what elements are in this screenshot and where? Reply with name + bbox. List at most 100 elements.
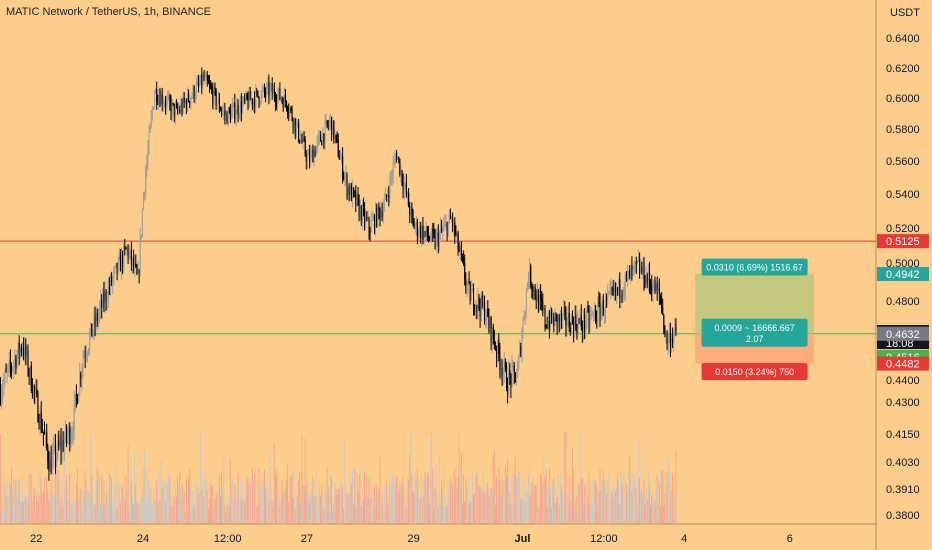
candle-body bbox=[170, 102, 172, 114]
volume-bar bbox=[242, 483, 243, 523]
candle-body bbox=[95, 313, 97, 325]
candle-body bbox=[555, 313, 557, 315]
candle-body bbox=[222, 110, 224, 112]
volume-bar bbox=[26, 496, 28, 523]
volume-bar bbox=[452, 483, 453, 523]
volume-bar bbox=[44, 476, 45, 523]
volume-bar bbox=[358, 473, 360, 523]
candle-body bbox=[503, 362, 505, 372]
volume-bar bbox=[671, 483, 672, 523]
volume-bar bbox=[658, 483, 660, 523]
volume-bar bbox=[345, 484, 347, 523]
volume-bar bbox=[163, 483, 165, 523]
volume-bar bbox=[302, 485, 304, 523]
volume-bar bbox=[497, 497, 499, 523]
candle-body bbox=[63, 440, 65, 451]
volume-bar bbox=[413, 492, 415, 523]
volume-bar bbox=[541, 475, 543, 523]
volume-bar bbox=[652, 491, 654, 523]
candle-body bbox=[167, 98, 169, 100]
candle-body bbox=[303, 137, 305, 141]
volume-bar bbox=[20, 502, 22, 523]
volume-bar bbox=[182, 486, 184, 523]
volume-bar bbox=[530, 494, 532, 523]
volume-bar bbox=[540, 473, 541, 523]
volume-bar bbox=[564, 431, 566, 523]
candle-body bbox=[330, 117, 332, 122]
candle-body bbox=[292, 119, 294, 128]
candle-body bbox=[45, 432, 47, 435]
volume-bar bbox=[176, 496, 177, 523]
candle-body bbox=[528, 280, 530, 285]
candle-body bbox=[46, 432, 48, 447]
volume-bar bbox=[392, 469, 394, 523]
volume-bar bbox=[220, 497, 221, 523]
candle-body bbox=[283, 94, 285, 109]
candle-body bbox=[190, 98, 192, 104]
volume-bar bbox=[376, 484, 378, 523]
volume-bar bbox=[180, 502, 182, 523]
volume-bar bbox=[672, 473, 673, 523]
candle-body bbox=[228, 108, 230, 112]
candle-body bbox=[99, 307, 101, 315]
volume-bar bbox=[68, 497, 70, 523]
volume-bar bbox=[174, 486, 176, 523]
volume-bar bbox=[441, 480, 442, 523]
candle-body bbox=[150, 116, 152, 125]
candle-body bbox=[201, 75, 203, 87]
volume-bar bbox=[69, 473, 71, 523]
volume-bar bbox=[403, 500, 405, 523]
volume-bar bbox=[401, 485, 403, 523]
volume-bar bbox=[460, 452, 462, 523]
volume-bar bbox=[503, 480, 505, 523]
candle-body bbox=[27, 351, 29, 373]
candle-body bbox=[569, 327, 571, 333]
y-tick-label: 0.5400 bbox=[886, 189, 920, 201]
volume-bar bbox=[636, 504, 638, 523]
candle-body bbox=[379, 209, 381, 218]
volume-bar bbox=[64, 483, 66, 523]
volume-bar bbox=[601, 481, 603, 523]
volume-bar bbox=[565, 431, 567, 523]
candle-body bbox=[198, 81, 200, 85]
candle-body bbox=[621, 295, 623, 298]
candle-body bbox=[133, 258, 135, 269]
volume-bar bbox=[523, 482, 525, 523]
volume-bar bbox=[553, 478, 555, 523]
volume-bar bbox=[421, 474, 423, 523]
candle-body bbox=[57, 440, 59, 456]
candle-body bbox=[84, 355, 86, 357]
volume-bar bbox=[140, 495, 142, 523]
volume-bar bbox=[386, 482, 387, 523]
candle-body bbox=[213, 87, 215, 104]
volume-bar bbox=[410, 433, 412, 523]
candle-body bbox=[325, 120, 327, 123]
candle-body bbox=[114, 266, 116, 271]
volume-bar bbox=[634, 474, 636, 523]
volume-bar bbox=[323, 508, 325, 523]
candle-body bbox=[136, 265, 138, 274]
volume-bar bbox=[572, 448, 573, 523]
volume-bar bbox=[232, 477, 233, 523]
candle-body bbox=[673, 333, 675, 343]
candle-body bbox=[221, 110, 223, 112]
candle-body bbox=[573, 321, 575, 333]
candle-body bbox=[361, 206, 363, 222]
volume-bar bbox=[638, 439, 639, 523]
volume-bar bbox=[435, 463, 437, 523]
volume-bar bbox=[105, 493, 107, 523]
volume-bar bbox=[654, 501, 656, 523]
volume-bar bbox=[606, 493, 607, 523]
volume-bar bbox=[19, 500, 21, 523]
volume-bar bbox=[75, 483, 77, 523]
candle-body bbox=[454, 222, 456, 235]
candle-body bbox=[508, 369, 510, 393]
volume-bar bbox=[202, 473, 204, 523]
volume-bar bbox=[133, 503, 134, 523]
volume-bar bbox=[378, 490, 380, 523]
volume-bar bbox=[642, 498, 644, 523]
candle-body bbox=[78, 393, 80, 404]
candle-body bbox=[542, 302, 544, 311]
candle-body bbox=[113, 270, 115, 278]
